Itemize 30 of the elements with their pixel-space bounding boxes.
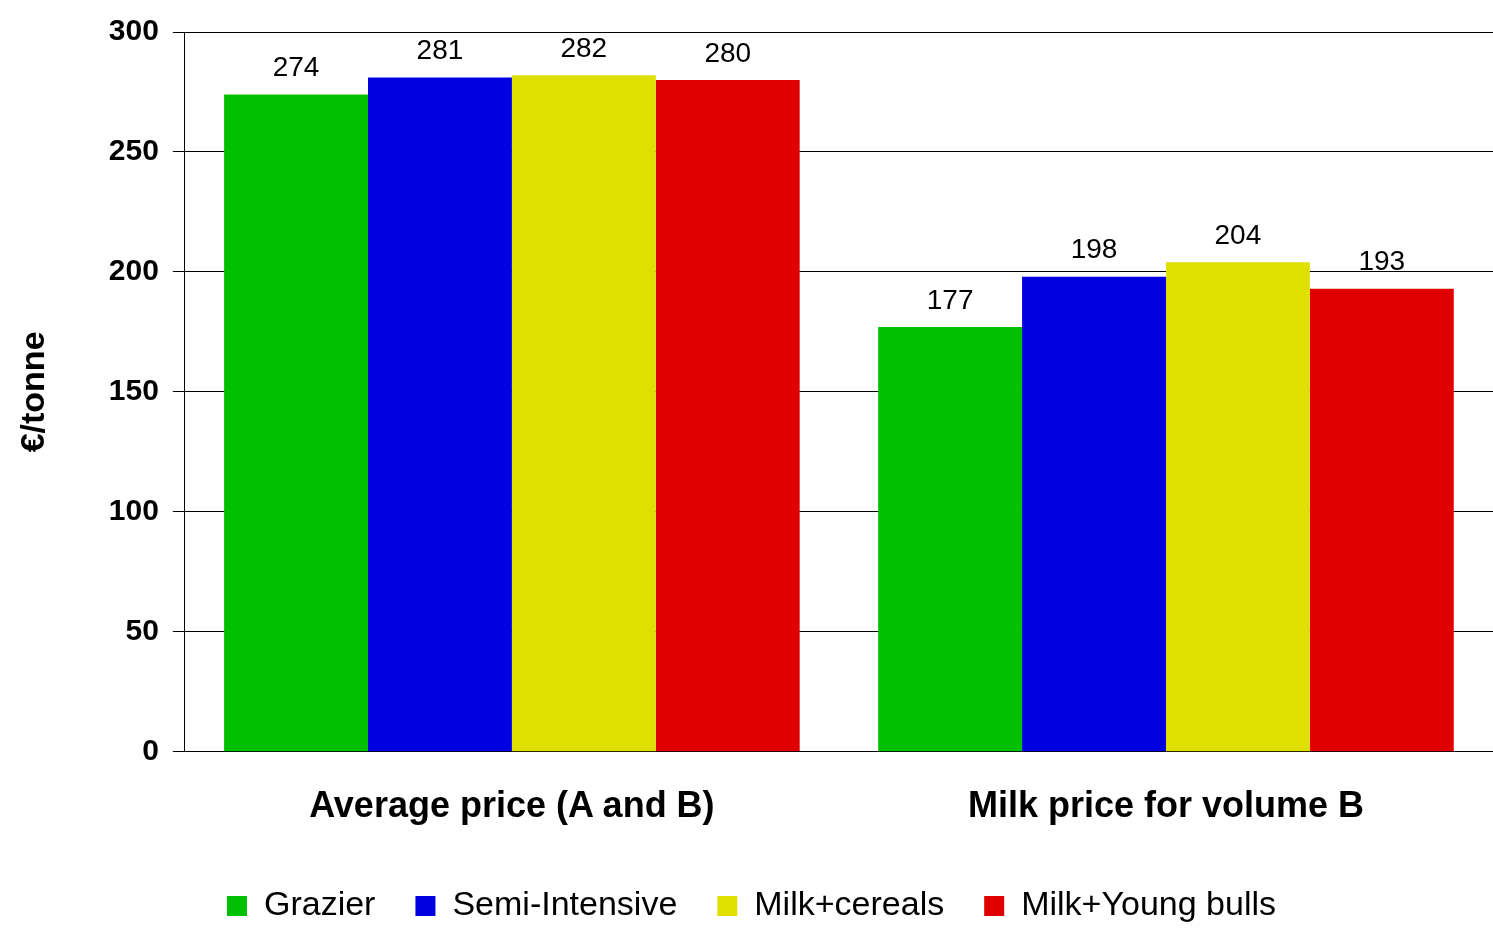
y-tick-label: 300 [108,13,159,47]
y-tick-label: 250 [108,133,159,167]
bar [655,79,800,752]
data-label: 281 [416,34,464,66]
y-tick-label: 200 [108,253,159,287]
bar [224,94,368,752]
y-axis-title: €/tonne [12,331,51,453]
legend-label: Milk+cereals [754,884,945,923]
legend-label: Milk+Young bulls [1021,884,1277,923]
data-label: 204 [1214,219,1262,251]
y-tick-label: 150 [108,373,159,407]
data-label: 280 [704,36,752,68]
bar [878,327,1023,752]
bar [1022,276,1166,752]
bar [1309,288,1454,752]
y-tick-label: 100 [108,493,159,527]
y-tick-label: 50 [125,613,159,647]
data-label: 282 [560,31,608,63]
legend-label: Semi-Intensive [452,884,678,923]
data-label: 193 [1358,245,1406,277]
data-label: 274 [272,51,320,83]
data-label: 198 [1070,233,1118,265]
x-tick-label: Average price (A and B) [309,784,715,826]
legend-label: Grazier [263,884,376,923]
bar [511,75,656,752]
y-tick-label: 0 [142,733,159,767]
bar [367,77,512,752]
data-label: 177 [926,283,974,315]
x-tick-label: Milk price for volume B [967,784,1365,826]
bar [1165,262,1310,752]
